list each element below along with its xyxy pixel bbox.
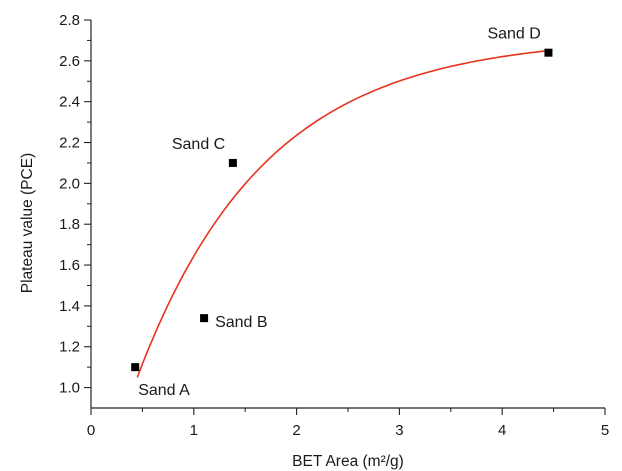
y-tick-label: 1.0	[59, 380, 80, 397]
y-tick-label: 2.0	[59, 175, 80, 192]
x-tick-label: 5	[601, 422, 609, 439]
y-tick-label: 2.8	[59, 12, 80, 29]
x-tick-label: 1	[190, 422, 198, 439]
y-tick-label: 1.8	[59, 216, 80, 233]
y-tick-label: 1.2	[59, 339, 80, 356]
x-tick-label: 4	[498, 422, 506, 439]
x-tick-label: 2	[292, 422, 300, 439]
data-point	[131, 363, 140, 372]
point-label: Sand B	[215, 314, 267, 331]
fit-curve-layer	[136, 49, 549, 378]
y-tick-label: 1.6	[59, 257, 80, 274]
y-tick-label: 2.6	[59, 53, 80, 70]
axes: 0 1 2 3 4 5 1.0 1.2 1.4 1.6 1.8 2.0 2.2 2.4 2.6 2.8	[59, 12, 609, 439]
point-label: Sand C	[172, 136, 225, 153]
point-label: Sand D	[487, 26, 540, 43]
x-axis-title: BET Area (m²/g)	[292, 453, 404, 470]
data-point	[544, 48, 553, 57]
fit-curve	[136, 49, 549, 378]
x-tick-label: 3	[395, 422, 403, 439]
points-layer: Sand A Sand B Sand C Sand D	[131, 26, 553, 399]
x-tick-label: 0	[87, 422, 95, 439]
y-tick-label: 2.4	[59, 94, 80, 111]
y-axis-title: Plateau value (PCE)	[19, 153, 36, 293]
data-point	[200, 314, 209, 323]
y-tick-label: 1.4	[59, 298, 80, 315]
data-point	[228, 158, 237, 167]
y-tick-label: 2.2	[59, 135, 80, 152]
point-label: Sand A	[138, 382, 190, 399]
